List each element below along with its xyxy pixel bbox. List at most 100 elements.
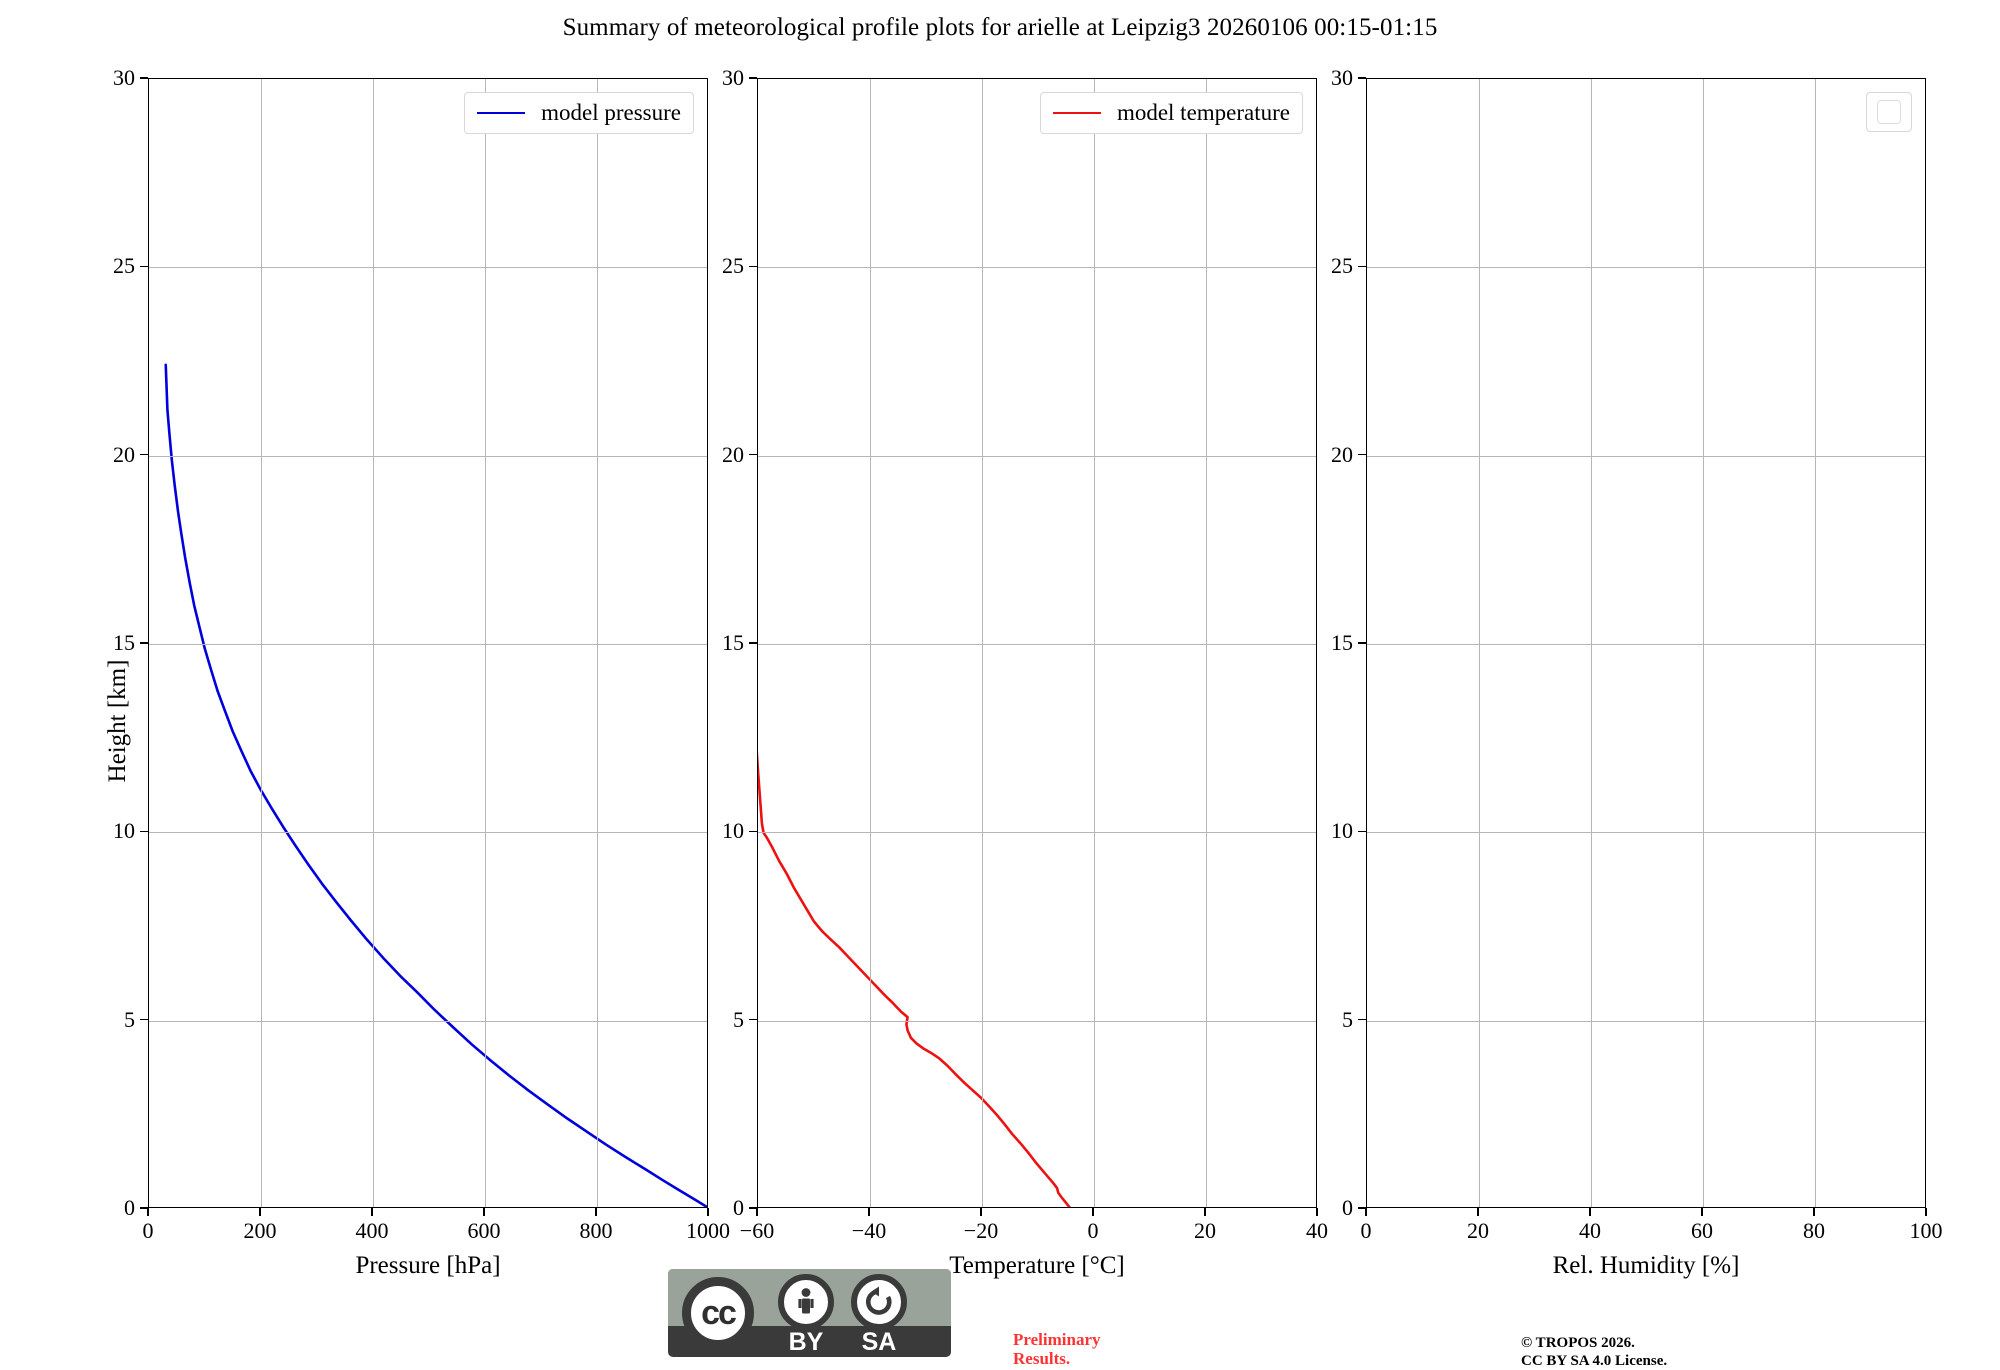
pressure-series-svg bbox=[149, 79, 707, 1207]
page-title: Summary of meteorological profile plots … bbox=[562, 14, 1438, 41]
yaxis-title: Height [km] bbox=[104, 659, 131, 783]
ytick-label: 15 bbox=[113, 630, 135, 655]
xtick-mark bbox=[1589, 1208, 1591, 1216]
xtick-mark bbox=[1365, 1208, 1367, 1216]
ytick-mark bbox=[1358, 830, 1366, 833]
cc-logo-icon: cc bbox=[682, 1277, 754, 1349]
gridline-horizontal bbox=[1367, 832, 1925, 834]
ytick-mark bbox=[140, 830, 148, 833]
xtick-label: 1000 bbox=[686, 1218, 730, 1243]
ytick-mark bbox=[1358, 453, 1366, 456]
ytick-label: 10 bbox=[722, 818, 744, 844]
xtick-label: 100 bbox=[1909, 1218, 1943, 1243]
legend-swatch-pressure bbox=[477, 112, 526, 114]
gridline-horizontal bbox=[758, 455, 1316, 457]
xtick-label: 80 bbox=[1803, 1218, 1825, 1243]
plot-area-temperature[interactable] bbox=[757, 78, 1317, 1208]
xtick-mark bbox=[595, 1208, 597, 1216]
ytick-mark bbox=[749, 830, 757, 833]
gridline-vertical bbox=[1479, 79, 1480, 1207]
gridline-horizontal bbox=[149, 644, 707, 645]
gridline-horizontal bbox=[758, 267, 1316, 269]
ytick-label: 25 bbox=[1331, 253, 1353, 279]
legend-label-temperature: model temperature bbox=[1116, 100, 1290, 125]
xtick-label: −20 bbox=[963, 1218, 999, 1243]
cc-by-person-icon bbox=[778, 1274, 834, 1330]
gridline-vertical bbox=[1591, 79, 1592, 1207]
gridline-vertical bbox=[597, 79, 598, 1207]
legend-humidity-empty[interactable] bbox=[1866, 92, 1912, 132]
xtick-mark bbox=[483, 1208, 485, 1216]
gridline-vertical bbox=[1815, 79, 1816, 1207]
plot-area-pressure[interactable] bbox=[148, 78, 708, 1208]
xaxis-title-pressure: Pressure [hPa] bbox=[355, 1252, 501, 1279]
legend-pressure[interactable]: model pressure bbox=[464, 92, 694, 134]
ytick-label: 30 bbox=[1331, 65, 1353, 90]
gridline-vertical bbox=[870, 79, 871, 1207]
xtick-mark bbox=[707, 1208, 709, 1216]
temperature-series-svg bbox=[758, 79, 1316, 1207]
xtick-mark bbox=[980, 1208, 982, 1216]
ytick-label: 10 bbox=[1331, 818, 1353, 844]
ytick-label: 15 bbox=[1331, 630, 1353, 655]
xtick-mark bbox=[1092, 1208, 1094, 1216]
gridline-horizontal bbox=[758, 644, 1316, 645]
xtick-mark bbox=[259, 1208, 261, 1216]
ytick-mark bbox=[749, 1018, 757, 1021]
ytick-mark bbox=[140, 642, 148, 644]
gridline-vertical bbox=[1206, 79, 1207, 1207]
xtick-label: 600 bbox=[467, 1218, 501, 1243]
plot-area-humidity[interactable] bbox=[1366, 78, 1926, 1208]
ytick-label: 25 bbox=[722, 253, 744, 279]
legend-empty-swatch bbox=[1877, 100, 1901, 124]
share-alike-glyph bbox=[866, 1286, 892, 1315]
ytick-mark bbox=[1358, 265, 1366, 268]
ytick-mark bbox=[1358, 1018, 1366, 1021]
ytick-label: 25 bbox=[113, 253, 135, 279]
ytick-label: 5 bbox=[733, 1006, 744, 1032]
ytick-label: 0 bbox=[1342, 1195, 1353, 1220]
ytick-label: 30 bbox=[722, 65, 744, 90]
cc-by-label: BY bbox=[788, 1328, 824, 1356]
legend-temperature[interactable]: model temperature bbox=[1039, 92, 1303, 134]
preliminary-results-note: Preliminary Results. bbox=[1013, 1330, 1101, 1368]
copyright-line-2: CC BY SA 4.0 License. bbox=[1521, 1353, 1668, 1369]
ytick-mark bbox=[1358, 1207, 1366, 1209]
gridline-vertical bbox=[373, 79, 374, 1207]
gridline-horizontal bbox=[149, 455, 707, 457]
tropos-copyright: © TROPOS 2026. CC BY SA 4.0 License. bbox=[1521, 1334, 1667, 1370]
gridline-horizontal bbox=[1367, 1020, 1925, 1022]
ytick-label: 20 bbox=[722, 441, 744, 467]
xtick-label: −60 bbox=[739, 1218, 775, 1243]
panel-humidity: 0 5 10 15 20 25 30 0 20 40 60 80 100 Rel. Humidity [… bbox=[1331, 65, 1943, 1279]
xtick-mark bbox=[1813, 1208, 1815, 1216]
xtick-mark bbox=[1701, 1208, 1703, 1216]
gridline-vertical bbox=[485, 79, 486, 1207]
xtick-mark bbox=[756, 1208, 758, 1216]
cc-sa-label: SA bbox=[861, 1328, 897, 1356]
xtick-label: 0 bbox=[142, 1218, 154, 1243]
ytick-mark bbox=[749, 1207, 757, 1209]
ytick-label: 0 bbox=[733, 1195, 744, 1220]
xtick-label: 800 bbox=[579, 1218, 613, 1243]
xaxis-title-humidity: Rel. Humidity [%] bbox=[1552, 1252, 1740, 1279]
ytick-mark bbox=[140, 1207, 148, 1209]
cc-license-badge: cc BY SA bbox=[668, 1269, 951, 1357]
xtick-label: 20 bbox=[1194, 1218, 1216, 1243]
gridline-horizontal bbox=[149, 1020, 707, 1022]
panel-temperature: 0 5 10 15 20 25 30 −60 −40 −20 0 20 40 Temperature [… bbox=[722, 65, 1328, 1279]
xtick-label: 20 bbox=[1467, 1218, 1489, 1243]
ytick-mark bbox=[140, 77, 148, 79]
ytick-label: 5 bbox=[124, 1006, 135, 1032]
cc-sa-share-alike-icon bbox=[851, 1274, 907, 1330]
ytick-label: 15 bbox=[722, 630, 744, 655]
gridline-horizontal bbox=[1367, 644, 1925, 645]
ytick-label: 0 bbox=[124, 1195, 135, 1220]
ytick-label: 20 bbox=[113, 441, 135, 467]
ytick-label: 10 bbox=[113, 818, 135, 844]
xtick-mark bbox=[1204, 1208, 1206, 1216]
preliminary-line-1: Preliminary bbox=[1013, 1330, 1101, 1349]
gridline-horizontal bbox=[758, 832, 1316, 834]
ytick-mark bbox=[140, 453, 148, 456]
xtick-mark bbox=[371, 1208, 373, 1216]
